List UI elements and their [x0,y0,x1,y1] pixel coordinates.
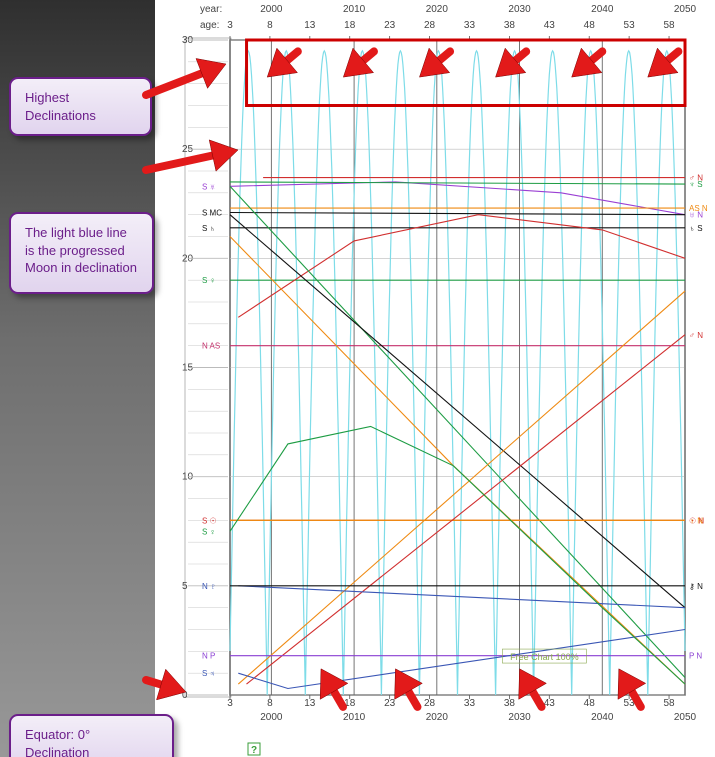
svg-text:25: 25 [182,144,194,155]
svg-text:38: 38 [504,20,516,31]
svg-text:2020: 2020 [426,4,449,15]
svg-text:♀ N: ♀ N [689,516,703,525]
callout-text: The light blue line is the progressed Mo… [25,225,137,275]
svg-text:33: 33 [464,20,476,31]
svg-text:AS N: AS N [689,204,708,213]
callout-moon-line: The light blue line is the progressed Mo… [9,212,154,294]
svg-text:♂ N: ♂ N [689,331,703,340]
svg-text:13: 13 [304,20,316,31]
svg-text:23: 23 [384,698,396,709]
callout-highest-declinations: Highest Declinations [9,77,152,136]
svg-text:43: 43 [544,698,556,709]
svg-text:2040: 2040 [591,4,614,15]
svg-text:P N: P N [689,652,702,661]
svg-text:13: 13 [304,698,316,709]
svg-text:3: 3 [227,698,233,709]
svg-text:8: 8 [267,20,273,31]
chart-container: 0 5 10 15 20 25 30 year: age: 2000 2000 2010 2010 202… [155,0,715,757]
svg-text:53: 53 [624,20,636,31]
svg-text:8: 8 [267,698,273,709]
svg-text:2040: 2040 [591,712,614,723]
svg-text:S ♀: S ♀ [202,527,216,536]
svg-text:S ♃: S ♃ [202,669,216,678]
svg-text:N ♇: N ♇ [202,582,216,591]
svg-text:year:: year: [200,4,222,15]
svg-text:N AS: N AS [202,342,220,351]
svg-text:age:: age: [200,20,219,31]
svg-text:♆ S: ♆ S [689,180,703,189]
svg-text:?: ? [251,745,257,756]
svg-text:28: 28 [424,20,436,31]
svg-text:2010: 2010 [343,712,366,723]
svg-text:43: 43 [544,20,556,31]
svg-text:2030: 2030 [508,4,531,15]
svg-text:53: 53 [624,698,636,709]
callout-text: Highest Declinations [25,90,96,123]
svg-text:2050: 2050 [674,4,697,15]
svg-text:S ♄: S ♄ [202,224,216,233]
svg-text:2000: 2000 [260,712,283,723]
svg-text:10: 10 [182,472,194,483]
svg-text:S MC: S MC [202,208,222,217]
svg-text:⚷ N: ⚷ N [689,582,703,591]
svg-text:3: 3 [227,20,233,31]
declination-chart: 0 5 10 15 20 25 30 year: age: 2000 2000 2010 2010 202… [155,0,715,757]
svg-text:S ♅: S ♅ [202,182,216,191]
svg-text:30: 30 [182,35,194,46]
svg-text:18: 18 [344,698,356,709]
page-root: 0 5 10 15 20 25 30 year: age: 2000 2000 2010 2010 202… [0,0,715,757]
callout-text: Equator: 0° Declination [25,727,90,757]
svg-text:48: 48 [584,698,596,709]
svg-text:2010: 2010 [343,4,366,15]
svg-text:2000: 2000 [260,4,283,15]
svg-text:48: 48 [584,20,596,31]
svg-text:N P: N P [202,652,215,661]
svg-text:38: 38 [504,698,516,709]
svg-text:33: 33 [464,698,476,709]
svg-text:♄ S: ♄ S [689,224,703,233]
svg-text:15: 15 [182,363,194,374]
svg-text:5: 5 [182,581,188,592]
svg-text:28: 28 [424,698,436,709]
svg-text:S ☉: S ☉ [202,516,217,525]
svg-text:58: 58 [663,20,675,31]
callout-equator: Equator: 0° Declination [9,714,174,757]
svg-text:23: 23 [384,20,396,31]
svg-text:0: 0 [182,690,188,701]
svg-text:S ♀: S ♀ [202,276,216,285]
svg-text:18: 18 [344,20,356,31]
svg-text:2050: 2050 [674,712,697,723]
svg-text:2030: 2030 [508,712,531,723]
svg-text:Free Chart 100%: Free Chart 100% [510,652,579,662]
svg-text:20: 20 [182,253,194,264]
svg-text:2020: 2020 [426,712,449,723]
svg-text:58: 58 [663,698,675,709]
